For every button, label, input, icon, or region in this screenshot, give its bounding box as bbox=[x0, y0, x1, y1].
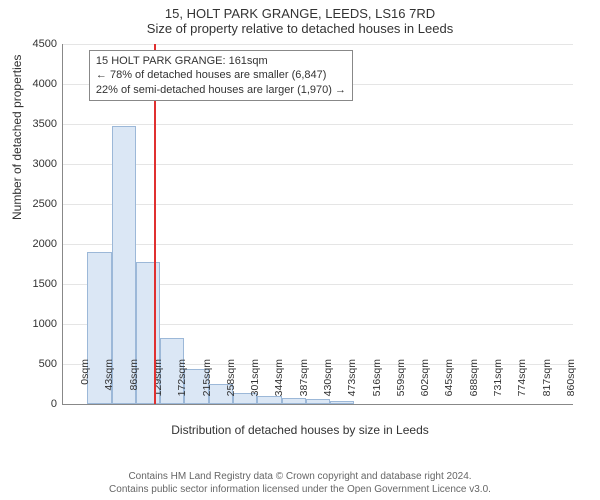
annotation-line: 22% of semi-detached houses are larger (… bbox=[96, 83, 346, 97]
y-tick-label: 1500 bbox=[17, 278, 57, 290]
x-tick-label: 387sqm bbox=[298, 359, 310, 409]
x-tick-label: 860sqm bbox=[565, 359, 577, 409]
y-tick-label: 4500 bbox=[17, 38, 57, 50]
y-tick-label: 0 bbox=[17, 398, 57, 410]
footer-line2: Contains public sector information licen… bbox=[0, 484, 600, 497]
gridline bbox=[63, 204, 573, 205]
plot-region: 0500100015002000250030003500400045000sqm… bbox=[62, 44, 573, 405]
y-tick-label: 3500 bbox=[17, 118, 57, 130]
x-tick-label: 344sqm bbox=[273, 359, 285, 409]
footer-line1: Contains HM Land Registry data © Crown c… bbox=[0, 471, 600, 484]
x-tick-label: 43sqm bbox=[103, 359, 115, 409]
x-tick-label: 0sqm bbox=[79, 359, 91, 409]
x-tick-label: 645sqm bbox=[443, 359, 455, 409]
x-tick-label: 516sqm bbox=[371, 359, 383, 409]
x-tick-label: 301sqm bbox=[249, 359, 261, 409]
y-tick-label: 4000 bbox=[17, 78, 57, 90]
x-tick-label: 172sqm bbox=[176, 359, 188, 409]
gridline bbox=[63, 244, 573, 245]
x-tick-label: 817sqm bbox=[541, 359, 553, 409]
footer-attribution: Contains HM Land Registry data © Crown c… bbox=[0, 471, 600, 496]
chart-title-desc: Size of property relative to detached ho… bbox=[0, 21, 600, 38]
gridline bbox=[63, 44, 573, 45]
x-tick-label: 688sqm bbox=[468, 359, 480, 409]
x-tick-label: 215sqm bbox=[201, 359, 213, 409]
x-tick-label: 559sqm bbox=[395, 359, 407, 409]
annotation-line: 15 HOLT PARK GRANGE: 161sqm bbox=[96, 54, 346, 68]
gridline bbox=[63, 164, 573, 165]
y-tick-label: 3000 bbox=[17, 158, 57, 170]
y-tick-label: 2000 bbox=[17, 238, 57, 250]
y-tick-label: 2500 bbox=[17, 198, 57, 210]
y-tick-label: 500 bbox=[17, 358, 57, 370]
x-tick-label: 473sqm bbox=[346, 359, 358, 409]
annotation-line: ← 78% of detached houses are smaller (6,… bbox=[96, 68, 346, 82]
x-tick-label: 430sqm bbox=[322, 359, 334, 409]
gridline bbox=[63, 124, 573, 125]
x-tick-label: 258sqm bbox=[225, 359, 237, 409]
chart-title-address: 15, HOLT PARK GRANGE, LEEDS, LS16 7RD bbox=[0, 0, 600, 21]
x-tick-label: 774sqm bbox=[516, 359, 528, 409]
chart-area: 0500100015002000250030003500400045000sqm… bbox=[62, 44, 572, 404]
y-tick-label: 1000 bbox=[17, 318, 57, 330]
x-tick-label: 86sqm bbox=[128, 359, 140, 409]
annotation-box: 15 HOLT PARK GRANGE: 161sqm← 78% of deta… bbox=[89, 50, 353, 101]
x-tick-label: 731sqm bbox=[492, 359, 504, 409]
x-tick-label: 602sqm bbox=[419, 359, 431, 409]
x-axis-label: Distribution of detached houses by size … bbox=[0, 423, 600, 437]
